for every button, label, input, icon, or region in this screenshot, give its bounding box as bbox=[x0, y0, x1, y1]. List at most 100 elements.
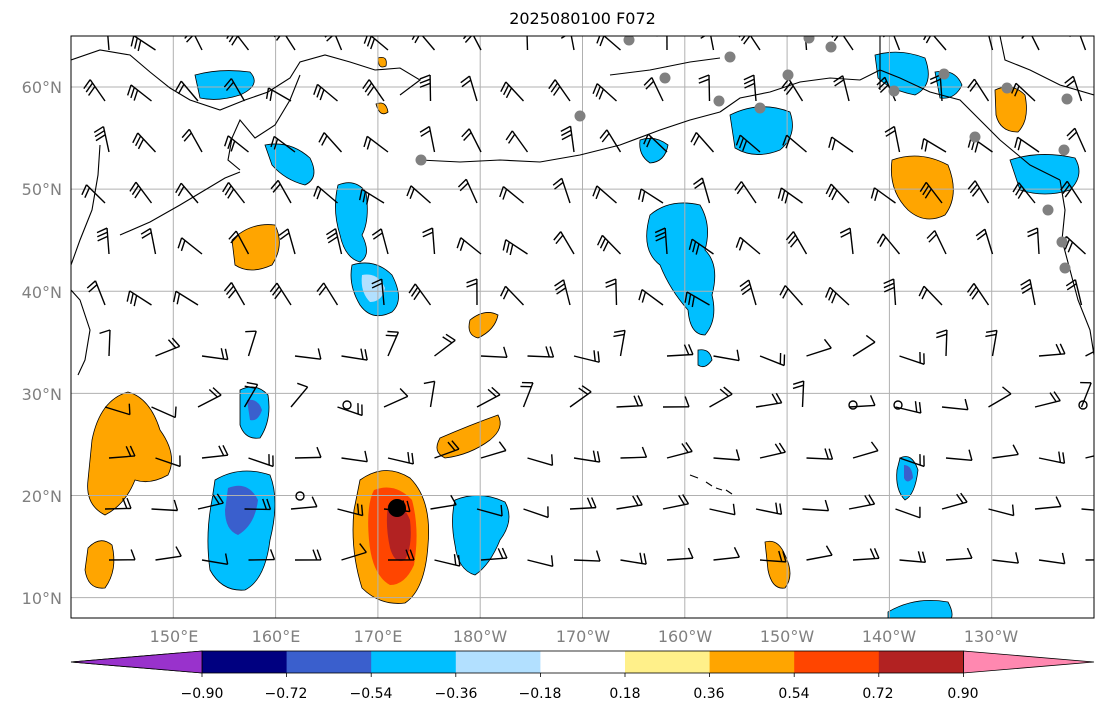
map-area bbox=[71, 36, 1094, 618]
wind-barb bbox=[884, 125, 901, 153]
wind-barb bbox=[224, 135, 249, 153]
wind-barb bbox=[1065, 279, 1083, 306]
wind-barb bbox=[643, 77, 664, 102]
shaded-indigo-region bbox=[904, 465, 913, 482]
wind-barb bbox=[201, 348, 229, 361]
station-dot bbox=[825, 41, 837, 53]
wind-barb bbox=[505, 130, 529, 153]
colorbar-bin bbox=[371, 651, 457, 673]
wind-barb bbox=[782, 134, 807, 153]
wind-barb bbox=[81, 184, 106, 204]
wind-barb bbox=[654, 227, 668, 255]
wind-barb bbox=[777, 187, 803, 204]
wind-barb bbox=[1034, 496, 1062, 510]
wind-barb bbox=[520, 381, 534, 408]
figure-title: 2025080100 F072 bbox=[509, 9, 656, 28]
shaded-orange-region bbox=[375, 102, 389, 115]
wind-barb bbox=[1038, 343, 1066, 357]
wind-barb bbox=[573, 450, 601, 463]
wind-barb bbox=[294, 549, 322, 561]
colorbar-tick-label: −0.54 bbox=[350, 686, 393, 702]
shaded-orange-region bbox=[377, 56, 387, 68]
wind-barb bbox=[201, 553, 229, 565]
shaded-orange-region bbox=[231, 224, 280, 271]
wind-barb bbox=[666, 547, 694, 561]
wind-barb bbox=[596, 234, 622, 255]
wind-barb bbox=[181, 128, 203, 153]
colorbar-bin bbox=[878, 651, 964, 673]
wind-barb bbox=[387, 451, 415, 465]
wind-barb bbox=[802, 499, 830, 512]
wind-barb bbox=[918, 285, 943, 306]
wind-barb bbox=[882, 36, 901, 51]
station-dot bbox=[1061, 93, 1073, 105]
wind-barb bbox=[698, 74, 711, 102]
wind-barb bbox=[155, 337, 181, 357]
wind-barb bbox=[1085, 559, 1094, 561]
wind-barb bbox=[1011, 82, 1036, 102]
calm-wind-circle bbox=[893, 400, 903, 410]
wind-barb bbox=[140, 227, 157, 255]
wind-barb bbox=[318, 132, 343, 153]
wind-barb bbox=[755, 502, 783, 516]
wind-barb bbox=[1064, 75, 1083, 102]
shaded-blue-region bbox=[452, 495, 510, 576]
aleutian-islands bbox=[419, 111, 721, 163]
wind-barb bbox=[899, 454, 925, 468]
station-dots bbox=[415, 36, 1073, 274]
wind-barb bbox=[269, 282, 292, 306]
wind-barb bbox=[155, 455, 181, 468]
wind-barb bbox=[411, 36, 436, 51]
station-dot bbox=[1059, 262, 1071, 274]
wind-barb bbox=[1021, 36, 1040, 51]
wind-barb bbox=[290, 382, 309, 408]
wind-barb bbox=[688, 238, 714, 255]
wind-barb bbox=[341, 348, 368, 361]
wind-barb bbox=[228, 230, 250, 255]
wind-barb bbox=[434, 333, 456, 357]
wind-barb bbox=[662, 494, 690, 510]
calm-wind-circle bbox=[342, 400, 352, 410]
wind-barb bbox=[966, 283, 990, 306]
wind-barb bbox=[700, 36, 715, 51]
wind-barb bbox=[684, 291, 710, 308]
wind-barb bbox=[988, 36, 994, 51]
wind-barb bbox=[96, 227, 110, 255]
lon-label: 170°W bbox=[556, 627, 611, 646]
wind-barb bbox=[223, 78, 246, 102]
lon-label: 160°W bbox=[658, 627, 713, 646]
station-dot bbox=[659, 72, 671, 84]
wind-barb bbox=[616, 494, 643, 510]
wind-barb bbox=[779, 285, 804, 306]
shaded-blue-region bbox=[646, 202, 716, 336]
wind-barb bbox=[99, 329, 111, 357]
wind-barb bbox=[523, 506, 549, 519]
calm-wind-circle bbox=[1078, 400, 1088, 410]
wind-barb bbox=[294, 348, 322, 360]
wind-barb bbox=[337, 403, 363, 417]
wind-barb bbox=[569, 385, 592, 408]
lon-label: 130°W bbox=[964, 627, 1019, 646]
station-dot bbox=[782, 69, 794, 81]
wind-barb bbox=[613, 329, 626, 357]
wind-barb bbox=[735, 134, 761, 153]
sakhalin-coastline bbox=[71, 144, 101, 266]
wind-barb bbox=[155, 546, 182, 561]
wind-barb bbox=[596, 36, 621, 51]
wind-barb bbox=[387, 549, 415, 561]
calm-wind-circle bbox=[295, 491, 305, 501]
wind-barb bbox=[573, 550, 601, 562]
wind-barb bbox=[709, 503, 736, 516]
hawaii-islands bbox=[689, 474, 733, 495]
wind-barb bbox=[175, 182, 199, 204]
wind-barb bbox=[184, 36, 203, 51]
wind-barb bbox=[126, 84, 152, 102]
wind-barb bbox=[104, 403, 131, 416]
station-dot bbox=[888, 85, 900, 97]
wind-barb bbox=[895, 506, 921, 519]
wind-barb bbox=[945, 547, 973, 561]
wind-barb bbox=[457, 178, 478, 204]
wind-barb bbox=[988, 386, 1012, 408]
wind-barb bbox=[499, 186, 524, 204]
wind-barb bbox=[476, 504, 503, 517]
